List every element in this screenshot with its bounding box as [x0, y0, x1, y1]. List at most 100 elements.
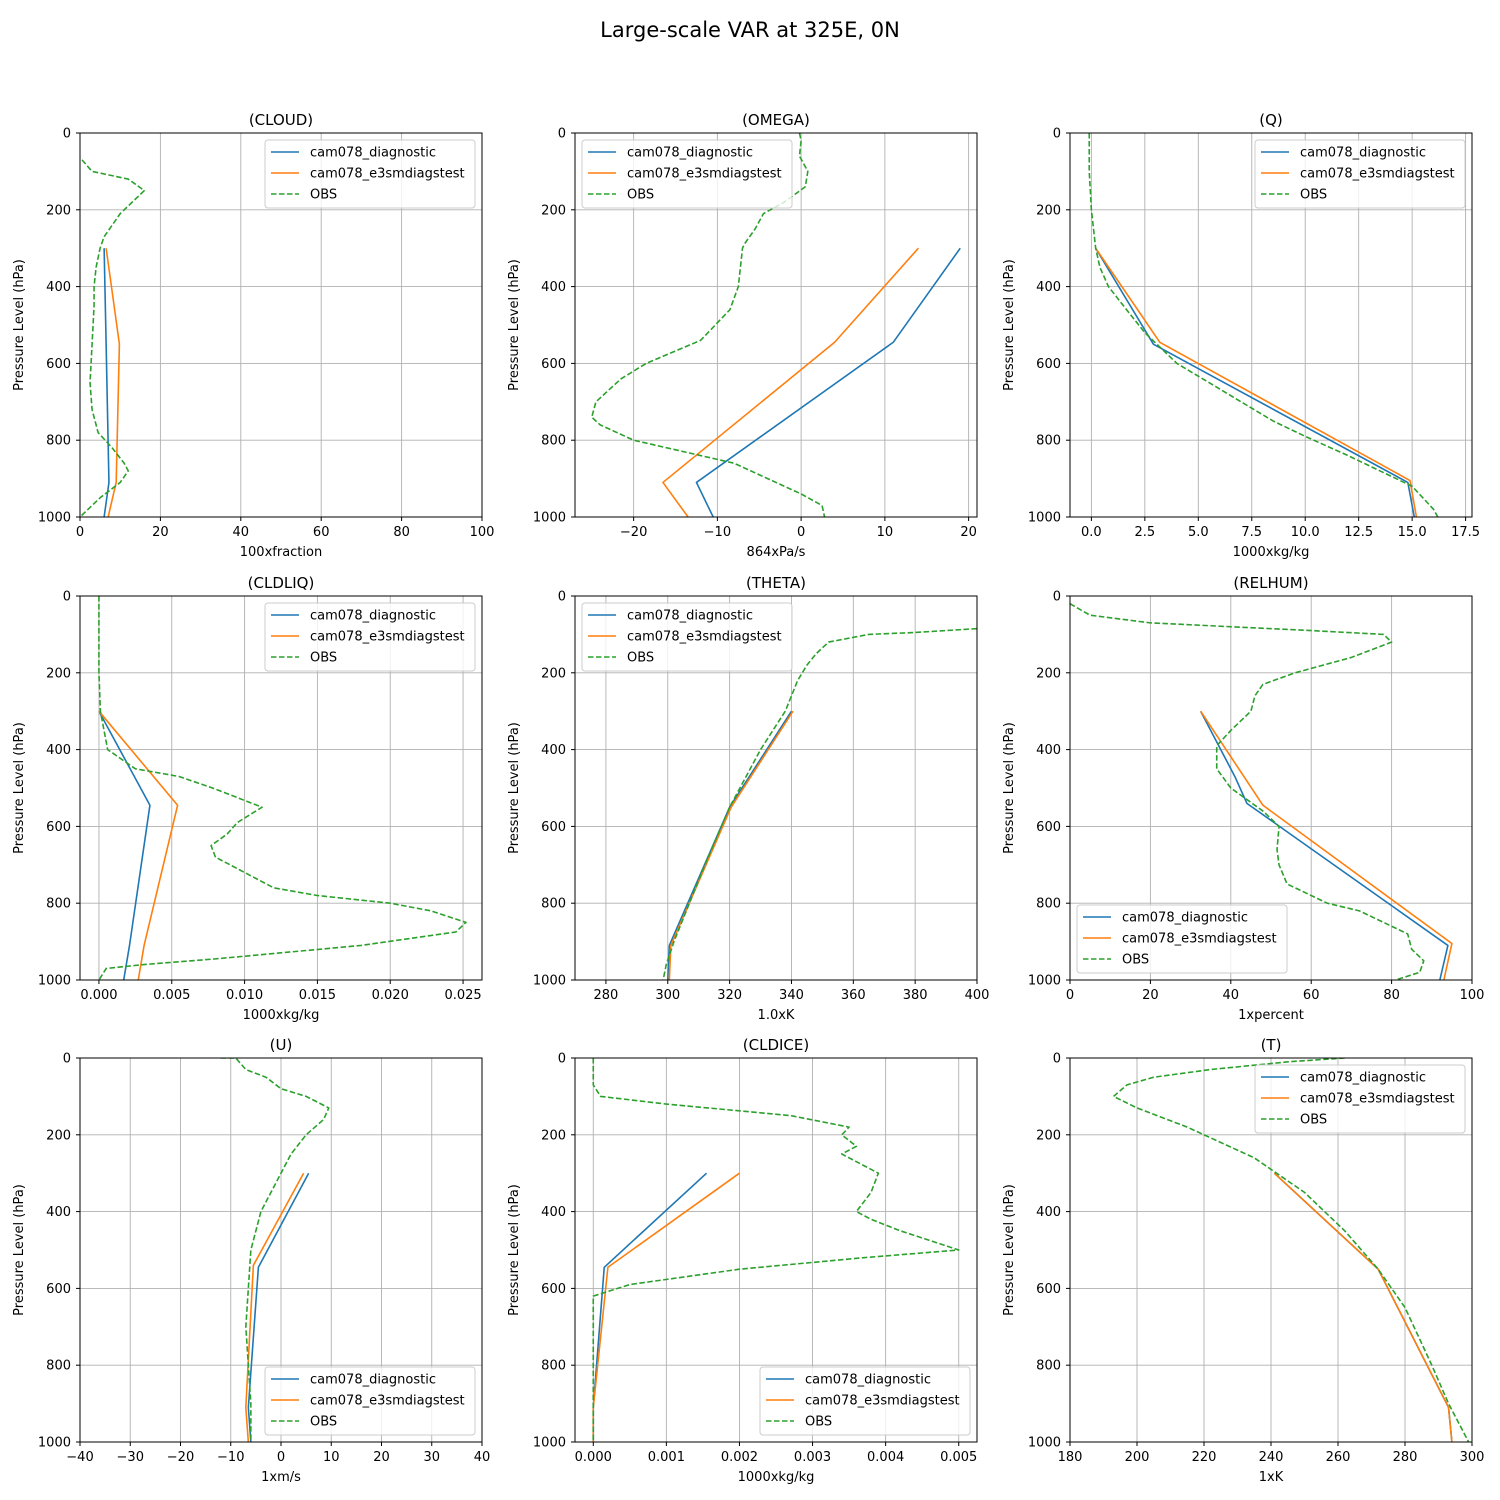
panel-relhum: 0 20 40 60 80 10002004006008001000(RELHUM)1xp…: [1002, 574, 1484, 1023]
x-tick-label: 0.000: [80, 988, 117, 1003]
axes-frame: [1069, 595, 1473, 981]
y-tick-label: 0: [63, 127, 71, 142]
x-tick-label: 40: [1223, 988, 1240, 1003]
y-tick-label: 1000: [1028, 1436, 1061, 1451]
y-tick-label: 200: [541, 203, 566, 218]
panel-title: (THETA): [746, 574, 806, 592]
y-tick-label: 200: [1036, 1128, 1061, 1143]
x-tick-label: −40: [66, 1450, 93, 1465]
y-tick-label: 1000: [38, 1436, 71, 1451]
series-line-cam078-diagnostic: [1094, 247, 1416, 517]
figure-title: Large-scale VAR at 325E, 0N: [600, 18, 900, 42]
panel-cldice: 0.000 0.001 0.002 0.003 0.004 0.005 0 200 400 600…: [507, 1036, 978, 1485]
legend-box: [1254, 139, 1466, 209]
series-line-cam078-e3smdiagstest: [98, 710, 179, 980]
legend-label: cam078_e3smdiagstest: [1300, 1092, 1455, 1107]
series-line-obs: [220, 1058, 330, 1442]
y-tick-label: 800: [46, 1359, 71, 1374]
legend-label: OBS: [1122, 953, 1149, 968]
y-tick-label: 400: [46, 743, 71, 758]
x-tick-label: 0.010: [226, 988, 263, 1003]
legend-label: cam078_diagnostic: [1122, 911, 1248, 926]
legend-box: [264, 1366, 476, 1436]
x-axis-label: 1xpercent: [1238, 1008, 1304, 1023]
legend: cam078_diagnostic cam078_e3smdiagstest OBS: [1254, 139, 1466, 209]
y-tick-label: 400: [1036, 1205, 1061, 1220]
y-tick-label: 600: [46, 357, 71, 372]
y-tick-label: 0: [63, 1052, 71, 1067]
y-axis-label: Pressure Level (hPa): [12, 1184, 27, 1316]
y-tick-label: 200: [46, 666, 71, 681]
y-tick-label: 400: [541, 1205, 566, 1220]
legend-box: [264, 602, 476, 672]
x-tick-label: 80: [393, 525, 410, 540]
x-tick-label: 40: [474, 1450, 491, 1465]
legend-label: cam078_diagnostic: [310, 609, 436, 624]
legend-label: cam078_diagnostic: [310, 146, 436, 161]
x-tick-label: 20: [152, 525, 169, 540]
x-tick-label: 7.5: [1241, 525, 1262, 540]
x-tick-label: 60: [1303, 988, 1320, 1003]
x-tick-label: 0: [76, 525, 84, 540]
x-axis-label: 1000xkg/kg: [1233, 545, 1310, 560]
series-line-cam078-diagnostic: [1199, 710, 1449, 980]
y-tick-label: 1000: [1028, 974, 1061, 989]
x-tick-label: 380: [903, 988, 928, 1003]
y-axis-label: Pressure Level (hPa): [507, 259, 522, 391]
x-tick-label: 60: [313, 525, 330, 540]
legend-label: cam078_e3smdiagstest: [627, 167, 782, 182]
x-tick-label: −30: [117, 1450, 144, 1465]
y-tick-label: 400: [1036, 280, 1061, 295]
legend-label: OBS: [310, 651, 337, 666]
x-tick-label: 0.000: [575, 1450, 612, 1465]
x-axis-label: 100xfraction: [240, 545, 322, 560]
x-tick-label: 320: [717, 988, 742, 1003]
x-tick-label: 240: [1259, 1450, 1284, 1465]
y-tick-label: 800: [541, 434, 566, 449]
x-tick-label: 0.001: [648, 1450, 685, 1465]
series-line-cam078-e3smdiagstest: [1273, 1172, 1453, 1442]
x-tick-label: 0.002: [721, 1450, 758, 1465]
panel-title: (T): [1261, 1036, 1282, 1054]
x-tick-label: −20: [167, 1450, 194, 1465]
series-line-obs: [80, 159, 146, 517]
x-tick-label: 100: [1460, 988, 1485, 1003]
y-tick-label: 800: [541, 897, 566, 912]
x-tick-label: 360: [841, 988, 866, 1003]
y-tick-label: 800: [46, 434, 71, 449]
x-tick-label: 0: [797, 525, 805, 540]
x-tick-label: 300: [655, 988, 680, 1003]
x-axis-label: 1000xkg/kg: [738, 1470, 815, 1485]
x-tick-label: 300: [1460, 1450, 1485, 1465]
legend-label: cam078_diagnostic: [805, 1373, 931, 1388]
y-tick-label: 200: [541, 1128, 566, 1143]
panel-title: (CLOUD): [249, 111, 313, 129]
legend-label: cam078_diagnostic: [627, 609, 753, 624]
panel-title: (U): [270, 1036, 293, 1054]
legend-box: [581, 139, 793, 209]
y-axis-label: Pressure Level (hPa): [1002, 722, 1017, 854]
y-axis-label: Pressure Level (hPa): [507, 1184, 522, 1316]
legend-label: OBS: [627, 651, 654, 666]
x-axis-label: 1xm/s: [261, 1470, 301, 1485]
series-line-obs: [1088, 133, 1439, 517]
legend-label: cam078_e3smdiagstest: [1122, 932, 1277, 947]
axes-frame: [1069, 132, 1473, 518]
x-tick-label: 20: [960, 525, 977, 540]
legend-label: cam078_diagnostic: [310, 1373, 436, 1388]
x-tick-label: 0.005: [940, 1450, 977, 1465]
legend-box: [759, 1366, 971, 1436]
y-axis-label: Pressure Level (hPa): [12, 722, 27, 854]
legend: cam078_diagnostic cam078_e3smdiagstest OBS: [581, 602, 793, 672]
legend: cam078_diagnostic cam078_e3smdiagstest OBS: [581, 139, 793, 209]
x-tick-label: 0.015: [299, 988, 336, 1003]
x-tick-label: 200: [1125, 1450, 1150, 1465]
y-tick-label: 0: [558, 127, 566, 142]
y-tick-label: 400: [541, 743, 566, 758]
y-tick-label: 200: [46, 203, 71, 218]
x-tick-label: 0.005: [153, 988, 190, 1003]
x-tick-label: −10: [217, 1450, 244, 1465]
x-tick-label: 0: [277, 1450, 285, 1465]
legend-label: cam078_e3smdiagstest: [310, 630, 465, 645]
